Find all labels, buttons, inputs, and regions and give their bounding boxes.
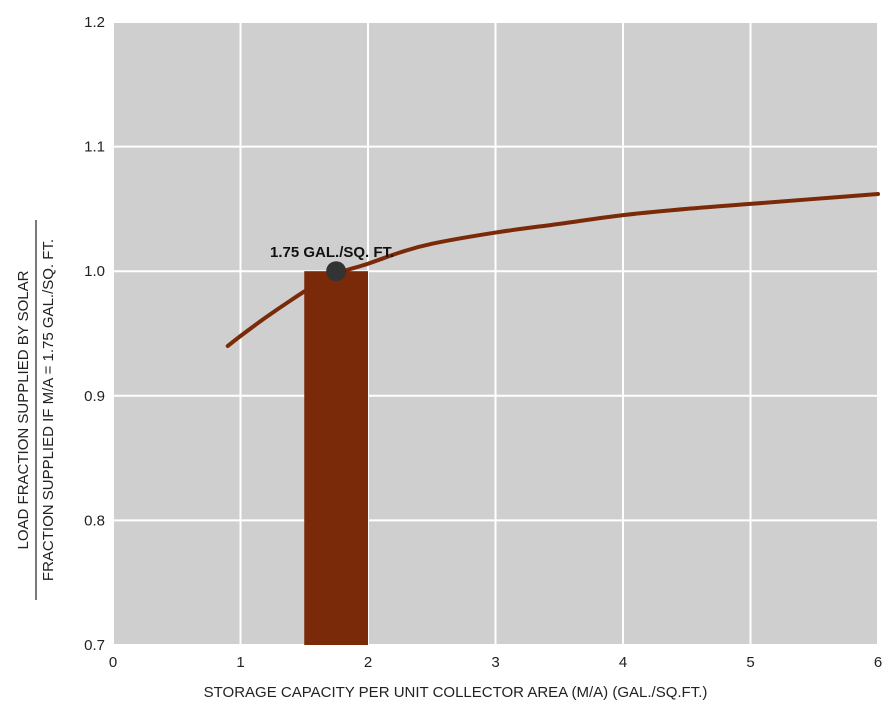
y-axis-label-numerator: LOAD FRACTION SUPPLIED BY SOLAR — [15, 270, 32, 549]
x-axis-label: STORAGE CAPACITY PER UNIT COLLECTOR AREA… — [204, 684, 708, 701]
x-tick-label-3: 3 — [491, 654, 499, 671]
y-tick-label-0: 0.7 — [84, 637, 105, 654]
x-tick-label-4: 4 — [619, 654, 627, 671]
y-tick-label-3: 1.0 — [84, 263, 105, 280]
y-tick-label-4: 1.1 — [84, 139, 105, 156]
x-tick-label-2: 2 — [364, 654, 372, 671]
y-axis-label-denominator: FRACTION SUPPLIED IF M/A = 1.75 GAL./SQ.… — [40, 239, 57, 581]
x-tick-label-5: 5 — [746, 654, 754, 671]
x-tick-labels: 0 1 2 3 4 5 6 — [109, 654, 882, 671]
marked-point — [326, 261, 347, 282]
x-tick-label-0: 0 — [109, 654, 117, 671]
y-tick-labels: 0.7 0.8 0.9 1.0 1.1 1.2 — [84, 14, 105, 654]
y-tick-label-2: 0.9 — [84, 388, 105, 405]
y-axis-label: LOAD FRACTION SUPPLIED BY SOLAR FRACTION… — [15, 220, 57, 600]
highlight-band — [304, 271, 368, 645]
series-line — [225, 191, 880, 348]
x-tick-label-1: 1 — [236, 654, 244, 671]
x-tick-label-6: 6 — [874, 654, 882, 671]
y-tick-label-5: 1.2 — [84, 14, 105, 31]
point-annotation: 1.75 GAL./SQ. FT. — [270, 244, 394, 261]
y-tick-label-1: 0.8 — [84, 512, 105, 529]
